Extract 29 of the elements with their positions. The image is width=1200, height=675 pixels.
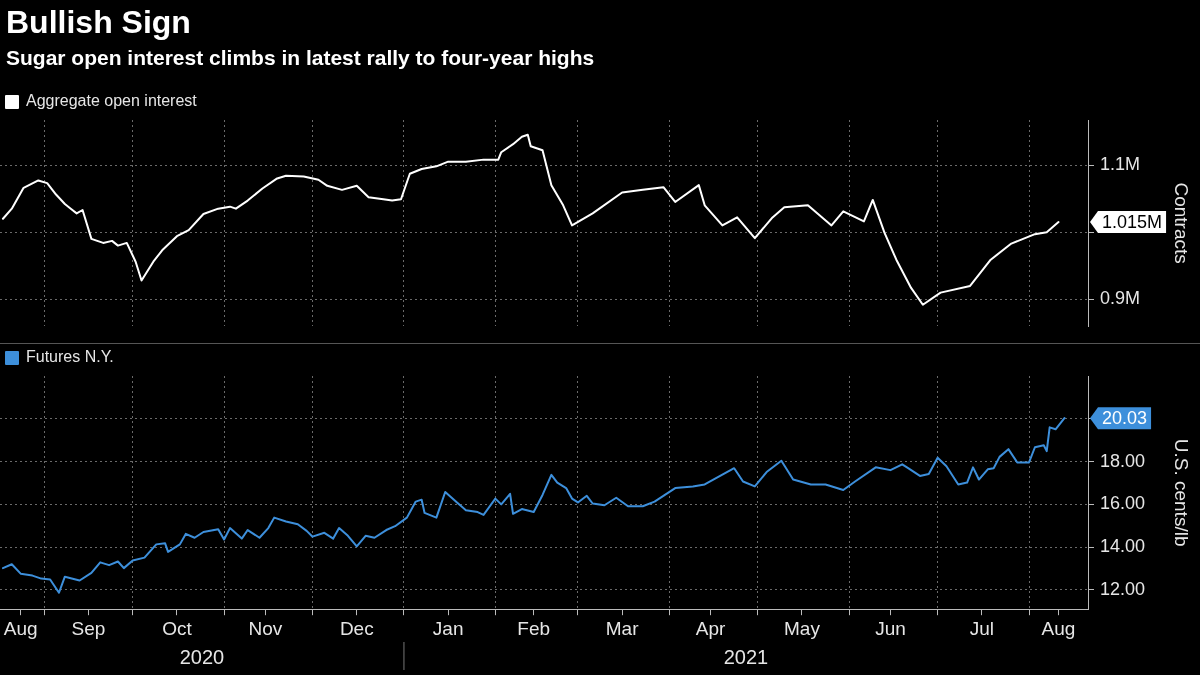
y-tick-label: 12.00 [1100,578,1146,599]
text: 2020 [179,645,225,668]
x-tick-label: Dec [339,617,374,639]
x-tick-label: Jul [969,617,994,639]
y-axis-title: Contracts [1171,182,1193,264]
chart-subtitle: Sugar open interest climbs in latest rally to four-year highs [6,46,595,70]
y-tick-label: 14.00 [1100,536,1146,557]
legend-label: Futures N.Y. [26,348,114,366]
x-tick-label: May [784,617,821,639]
x-tick-label: Aug [3,617,38,639]
y-axis-title: U.S. cents/lb [1171,438,1193,547]
annotation: 20.03 [1102,408,1148,429]
x-tick-label: Apr [695,617,727,639]
x-tick-label: Aug [1041,617,1076,639]
y-tick-label: 16.00 [1100,493,1146,514]
x-tick-label: Nov [248,617,283,639]
annotation: 1.015M [1102,212,1163,233]
x-tick-label: Jun [875,617,906,639]
x-tick-label: Sep [71,617,106,639]
y-tick-label: 0.9M [1100,288,1141,309]
x-tick-label: Mar [605,617,640,639]
y-tick-label: 1.1M [1100,153,1141,174]
legend-label: Aggregate open interest [26,92,198,110]
x-tick-label: Feb [517,617,551,639]
x-tick-label: Oct [162,617,193,639]
x-tick-label: Jan [432,617,464,639]
y-tick-label: 18.00 [1100,450,1146,471]
text: 2021 [723,645,769,668]
chart-title: Bullish Sign [6,4,191,41]
